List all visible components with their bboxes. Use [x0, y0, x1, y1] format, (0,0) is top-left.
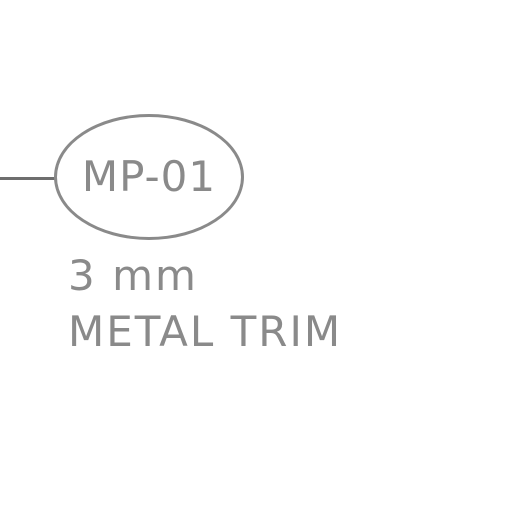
material-tag-ellipse: MP-01	[54, 114, 244, 240]
material-tag-label: MP-01	[81, 152, 217, 201]
note-material: METAL TRIM	[68, 307, 343, 356]
material-note: 3 mm METAL TRIM	[68, 248, 342, 360]
note-thickness: 3 mm	[68, 251, 198, 300]
leader-line	[0, 177, 55, 180]
